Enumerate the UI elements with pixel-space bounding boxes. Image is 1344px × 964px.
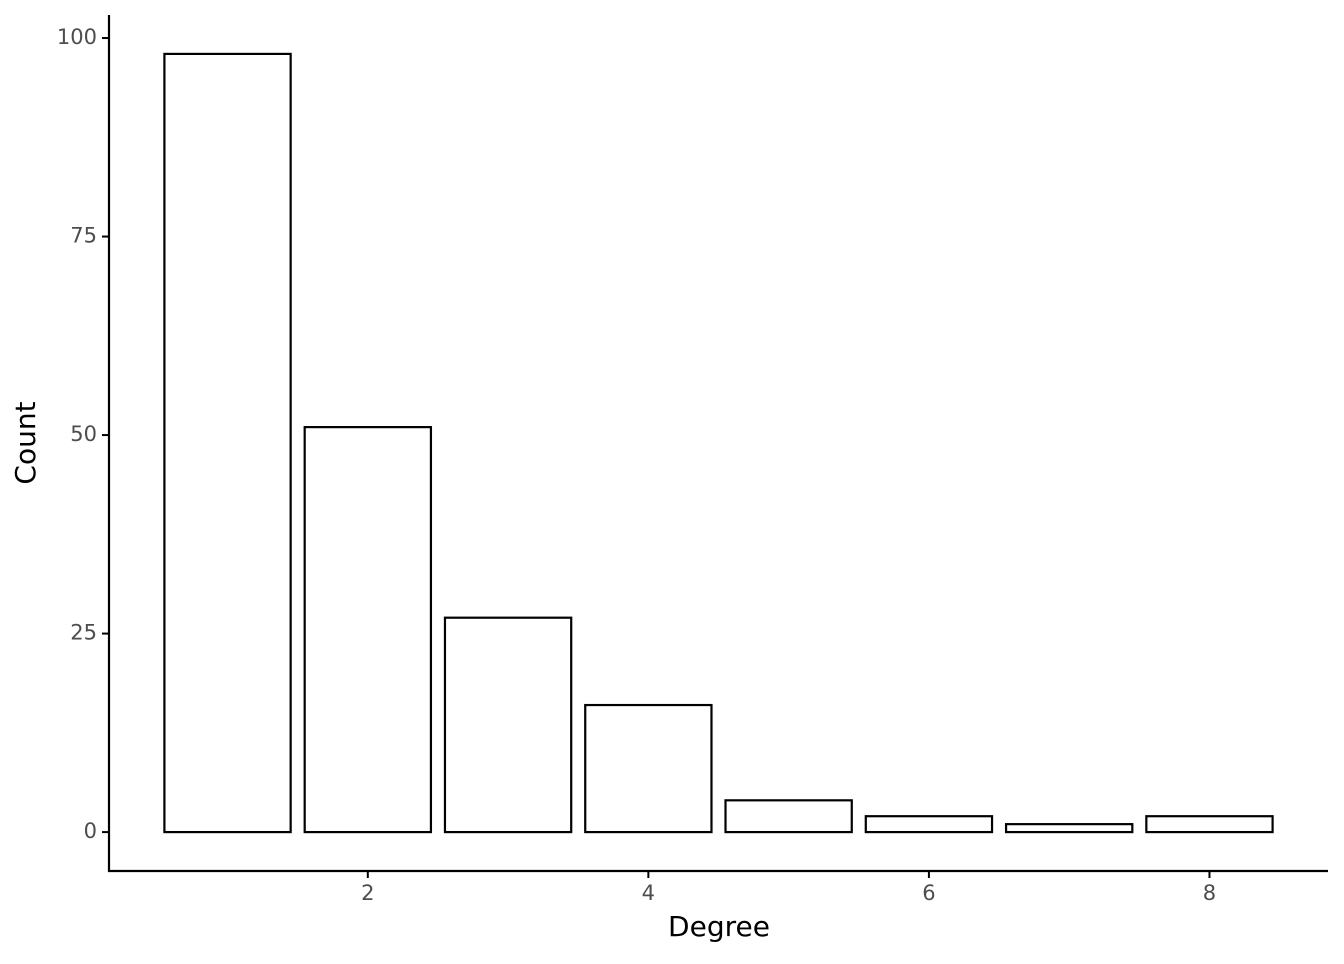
y-tick-label: 100: [57, 25, 97, 49]
y-tick-label: 50: [70, 422, 97, 446]
x-axis-title: Degree: [668, 910, 770, 943]
bar: [163, 52, 292, 834]
bar: [1145, 815, 1274, 834]
bar: [303, 426, 433, 834]
x-tick-label: 8: [1203, 881, 1216, 905]
y-tick-label: 75: [70, 224, 97, 248]
x-tick-label: 2: [361, 881, 374, 905]
bar: [724, 799, 853, 834]
bar: [864, 815, 994, 834]
y-tick-label: 25: [70, 621, 97, 645]
y-axis-title: Count: [9, 401, 42, 484]
bar: [443, 616, 573, 834]
bar: [584, 703, 713, 834]
x-tick-label: 6: [922, 881, 935, 905]
x-tick-label: 4: [642, 881, 655, 905]
bar: [1004, 823, 1134, 834]
y-tick-label: 0: [84, 819, 97, 843]
